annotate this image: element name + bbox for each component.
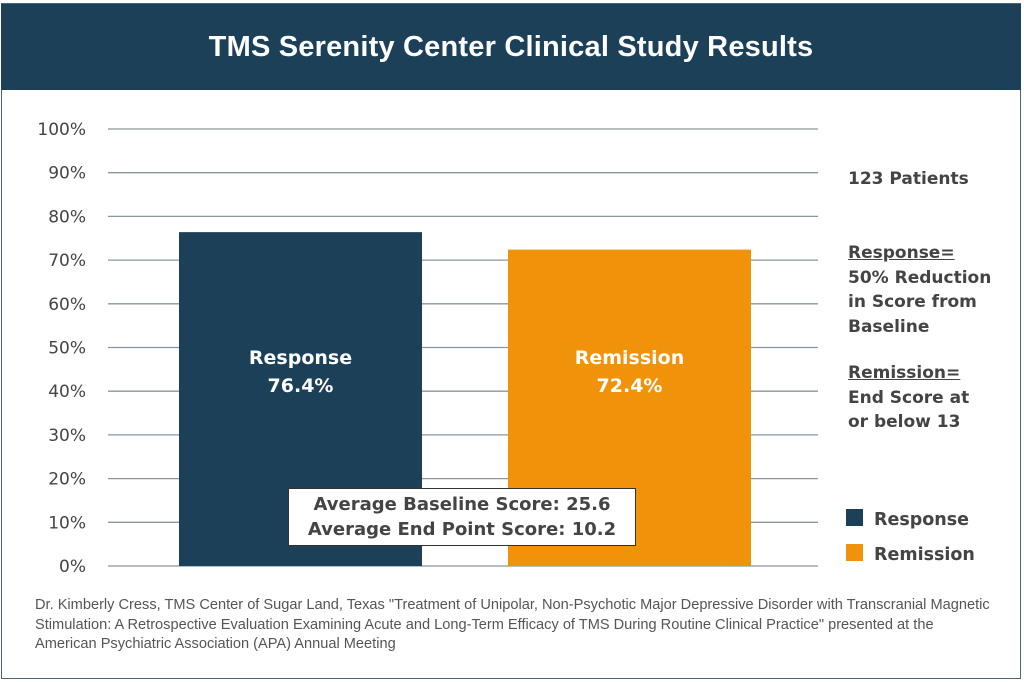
legend-swatch-remission (846, 544, 863, 561)
patients-label: 123 Patients (848, 169, 969, 189)
bar-value-label: 76.4% (268, 375, 334, 397)
legend-label: Remission (874, 545, 975, 565)
remission-definition-heading: Remission= (848, 363, 961, 383)
y-tick-label: 20% (48, 470, 86, 490)
end-point-score: Average End Point Score: 10.2 (307, 519, 617, 540)
remission-definition-line: End Score at (848, 387, 970, 408)
response-definition-heading: Response= (848, 243, 955, 263)
y-tick-label: 30% (48, 426, 86, 446)
response-definition-line: in Score from (848, 292, 977, 312)
response-definition-line: Baseline (848, 316, 930, 337)
legend-label: Response (874, 510, 969, 530)
y-tick-label: 90% (48, 164, 86, 184)
bar-category-label: Remission (575, 347, 685, 369)
y-tick-label: 0% (59, 557, 86, 577)
citation-footer: Dr. Kimberly Cress, TMS Center of Sugar … (35, 597, 990, 652)
y-tick-label: 10% (48, 513, 86, 533)
score-annotation-box: Average Baseline Score: 25.6 Average End… (288, 488, 636, 546)
header-banner: TMS Serenity Center Clinical Study Resul… (1, 4, 1021, 90)
baseline-score: Average Baseline Score: 25.6 (313, 494, 611, 515)
response-definition: Response= 50% Reduction in Score from Ba… (848, 241, 991, 339)
chart-title: TMS Serenity Center Clinical Study Resul… (208, 30, 814, 63)
y-tick-label: 80% (48, 207, 86, 227)
remission-definition-line: or below 13 (848, 412, 961, 432)
remission-definition: Remission= End Score at or below 13 (848, 361, 969, 435)
y-tick-label: 50% (48, 339, 86, 359)
y-tick-label: 100% (37, 120, 86, 140)
y-tick-label: 60% (48, 295, 86, 315)
patients-count: 123 Patients (848, 167, 969, 192)
bar-value-label: 72.4% (597, 375, 663, 397)
y-tick-label: 40% (48, 382, 86, 402)
response-definition-line: 50% Reduction (848, 267, 992, 288)
y-tick-label: 70% (48, 251, 86, 271)
legend-swatch-response (846, 509, 863, 526)
bar-category-label: Response (249, 347, 352, 369)
